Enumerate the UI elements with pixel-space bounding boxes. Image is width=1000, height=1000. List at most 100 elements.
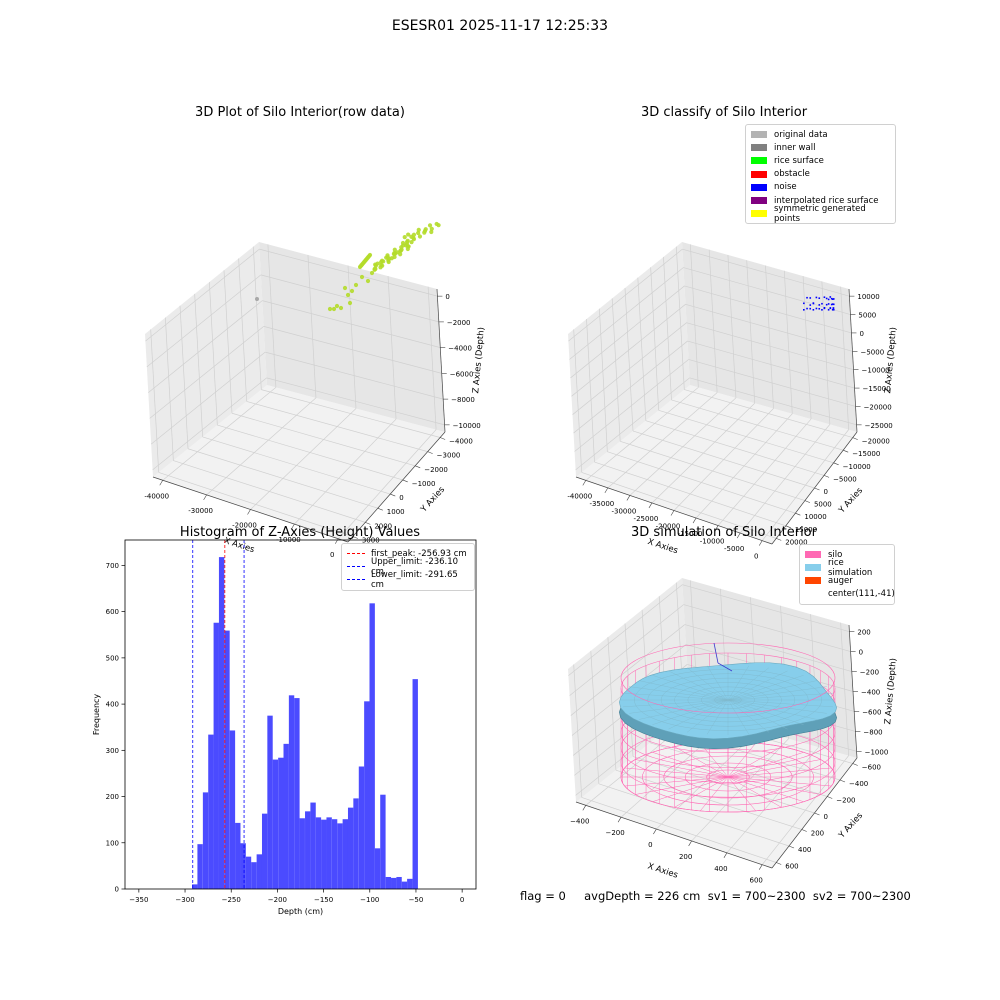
- grid-line: [158, 472, 353, 537]
- silo-floor-spoke: [624, 776, 729, 787]
- histogram-bar: [256, 854, 263, 889]
- grid-line: [569, 604, 684, 696]
- raw-data-point: [331, 306, 337, 312]
- z-axis-line: [436, 288, 446, 433]
- x-tick: [617, 817, 622, 823]
- raw-data-point: [392, 247, 397, 252]
- grid-line: [179, 305, 189, 449]
- x-tick-label: -20000: [656, 523, 681, 531]
- y-tick: [788, 845, 795, 849]
- grid-line: [231, 412, 416, 467]
- x-tick-label: -10000: [700, 538, 725, 546]
- noise-point: [809, 297, 812, 299]
- y-tick: [852, 763, 858, 766]
- raw-data-point: [353, 282, 359, 288]
- z-tick-label: 0: [445, 293, 449, 301]
- z-tick-label: −800: [863, 728, 882, 736]
- x-tick: [203, 494, 207, 501]
- histogram-bar: [331, 819, 338, 889]
- grid-line: [632, 430, 815, 489]
- y-tick-label: −3000: [437, 452, 461, 460]
- figure-suptitle: ESESR01 2025-11-17 12:25:33: [391, 18, 609, 34]
- grid-line: [802, 276, 812, 420]
- grid-line: [573, 340, 688, 434]
- y-tick-label: −1000: [412, 480, 436, 488]
- silo-floor-spoke: [635, 759, 729, 778]
- legend-line: [347, 579, 365, 581]
- y-tick: [823, 475, 830, 478]
- grid-line: [568, 248, 683, 342]
- z-tick-label: −400: [861, 689, 880, 697]
- depth-histogram: Histogram of Z-Axies (Height) Values −350…: [92, 525, 477, 916]
- y-tick: [402, 479, 408, 483]
- y-tick-label: 400: [798, 846, 811, 854]
- x-tick-label: −300: [175, 896, 194, 904]
- y-tick-label: −20000: [862, 438, 890, 446]
- legend-swatch: [805, 564, 821, 572]
- grid-line: [632, 756, 815, 814]
- y-tick: [377, 507, 383, 511]
- x-tick-label: -25000: [634, 515, 659, 523]
- x-tick: [159, 480, 164, 486]
- grid-line: [690, 244, 699, 388]
- grid-line: [572, 322, 687, 415]
- raw-data-point: [345, 292, 351, 298]
- grid-line: [683, 267, 851, 315]
- rice-surface-mesh: [706, 665, 729, 701]
- status-line: flag = 0 avgDepth = 226 cm sv1 = 700~230…: [520, 889, 911, 903]
- y-axis-label: Frequency: [92, 694, 101, 736]
- plot-title: 3D classify of Silo Interior: [641, 105, 808, 120]
- x-tick: [582, 480, 587, 486]
- z-axis-label: Z Axies (Depth): [883, 658, 899, 725]
- y-tick-label: 300: [106, 747, 119, 755]
- noise-point: [821, 302, 823, 305]
- y-axis-line: [347, 431, 446, 543]
- legend-entry: auger: [805, 574, 889, 587]
- z-tick-label: −25000: [865, 422, 893, 430]
- rice-surface-mesh: [686, 699, 729, 733]
- noise-point: [830, 303, 833, 306]
- grid-line: [262, 300, 441, 348]
- histogram-bar: [245, 856, 252, 889]
- rice-surface-mesh: [727, 667, 770, 701]
- y-tick: [440, 437, 446, 440]
- histogram-bar: [305, 811, 311, 889]
- x-tick-label: -35000: [589, 500, 614, 508]
- silo-floor-spoke: [635, 776, 729, 795]
- y-tick: [352, 536, 358, 539]
- y-tick-label: 600: [785, 863, 798, 871]
- grid-line: [294, 418, 397, 525]
- histogram-bar: [342, 819, 348, 889]
- y-tick: [427, 451, 433, 454]
- noise-point: [827, 308, 830, 311]
- x-tick-label: 0: [330, 551, 334, 559]
- x-tick-label: −100: [360, 896, 379, 904]
- z-tick-label: 5000: [858, 312, 876, 320]
- left-wall-pane: [145, 242, 267, 477]
- histogram-bar: [294, 698, 300, 889]
- y-tick-label: 20000: [785, 538, 807, 546]
- raw-data-point: [327, 306, 333, 312]
- raw-data-point: [409, 240, 414, 245]
- grid-line: [267, 244, 277, 388]
- x-tick: [714, 525, 719, 531]
- legend-entry: rice simulation: [805, 558, 889, 578]
- z-axis-label: Z Axies (Depth): [471, 327, 487, 394]
- grid-line: [246, 401, 428, 452]
- y-tick: [776, 862, 782, 865]
- raw-data-point: [429, 226, 434, 231]
- z-tick-label: −10000: [453, 422, 481, 430]
- y-tick: [833, 462, 839, 466]
- noise-point: [832, 298, 835, 300]
- histogram-bar: [229, 730, 236, 889]
- raw-data-point: [406, 244, 411, 249]
- silo-floor-spoke: [727, 776, 832, 787]
- x-tick-label: −50: [409, 896, 424, 904]
- y-tick: [839, 779, 846, 783]
- y-tick-label: 1000: [387, 508, 405, 516]
- silo-floor-spoke: [727, 752, 804, 778]
- legend-entry: center(111,-41): [805, 588, 895, 601]
- plot-frame: [124, 539, 477, 890]
- legend-swatch: [805, 591, 821, 598]
- rice-surface-mesh: [727, 686, 827, 701]
